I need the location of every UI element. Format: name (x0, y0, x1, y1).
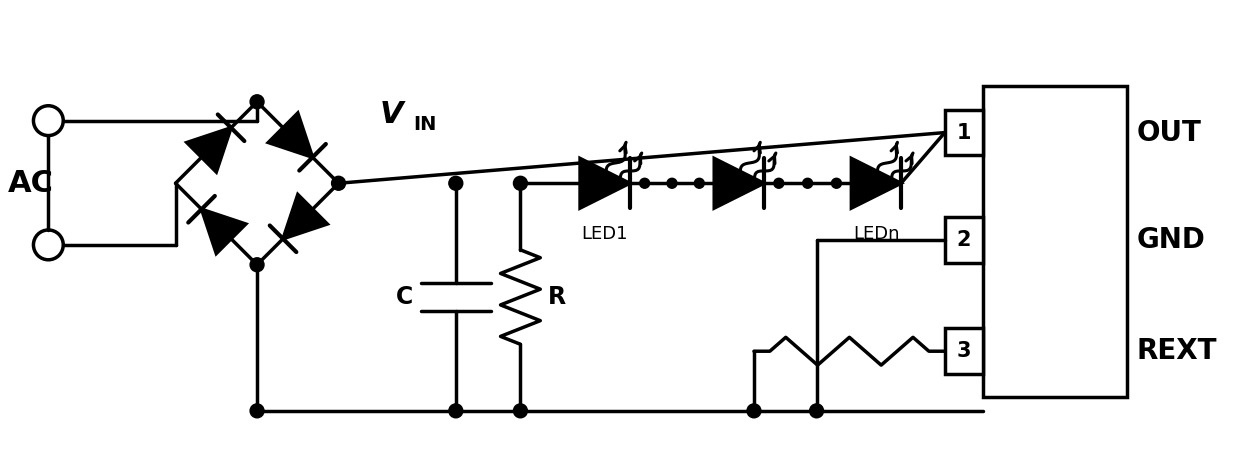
Circle shape (667, 178, 677, 188)
Text: LEDn: LEDn (853, 225, 899, 243)
Bar (945, 217, 982, 263)
Circle shape (640, 178, 650, 188)
Circle shape (449, 404, 463, 418)
Circle shape (810, 404, 823, 418)
Polygon shape (202, 209, 246, 253)
Circle shape (694, 178, 704, 188)
Text: R: R (548, 285, 567, 309)
Bar (945, 328, 982, 374)
Polygon shape (852, 158, 901, 208)
Circle shape (513, 176, 527, 190)
Text: REXT: REXT (1137, 337, 1218, 365)
Text: 2: 2 (956, 230, 971, 250)
Bar (945, 110, 982, 155)
Circle shape (746, 404, 761, 418)
Circle shape (802, 178, 812, 188)
Bar (982, 86, 1127, 397)
Text: LED1: LED1 (582, 225, 629, 243)
Polygon shape (714, 158, 764, 208)
Polygon shape (187, 128, 231, 172)
Text: OUT: OUT (1137, 118, 1202, 147)
Circle shape (449, 176, 463, 190)
Text: 3: 3 (956, 341, 971, 361)
Circle shape (774, 178, 784, 188)
Circle shape (250, 95, 264, 109)
Text: 1: 1 (956, 122, 971, 143)
Text: IN: IN (413, 115, 436, 134)
Circle shape (513, 404, 527, 418)
Text: C: C (396, 285, 413, 309)
Polygon shape (268, 113, 312, 157)
Circle shape (250, 258, 264, 272)
Polygon shape (580, 158, 630, 208)
Text: V: V (379, 99, 403, 129)
Polygon shape (283, 194, 327, 239)
Text: GND: GND (1137, 226, 1205, 254)
Circle shape (832, 178, 842, 188)
Circle shape (250, 404, 264, 418)
Text: AC: AC (7, 169, 53, 198)
Circle shape (331, 176, 346, 190)
